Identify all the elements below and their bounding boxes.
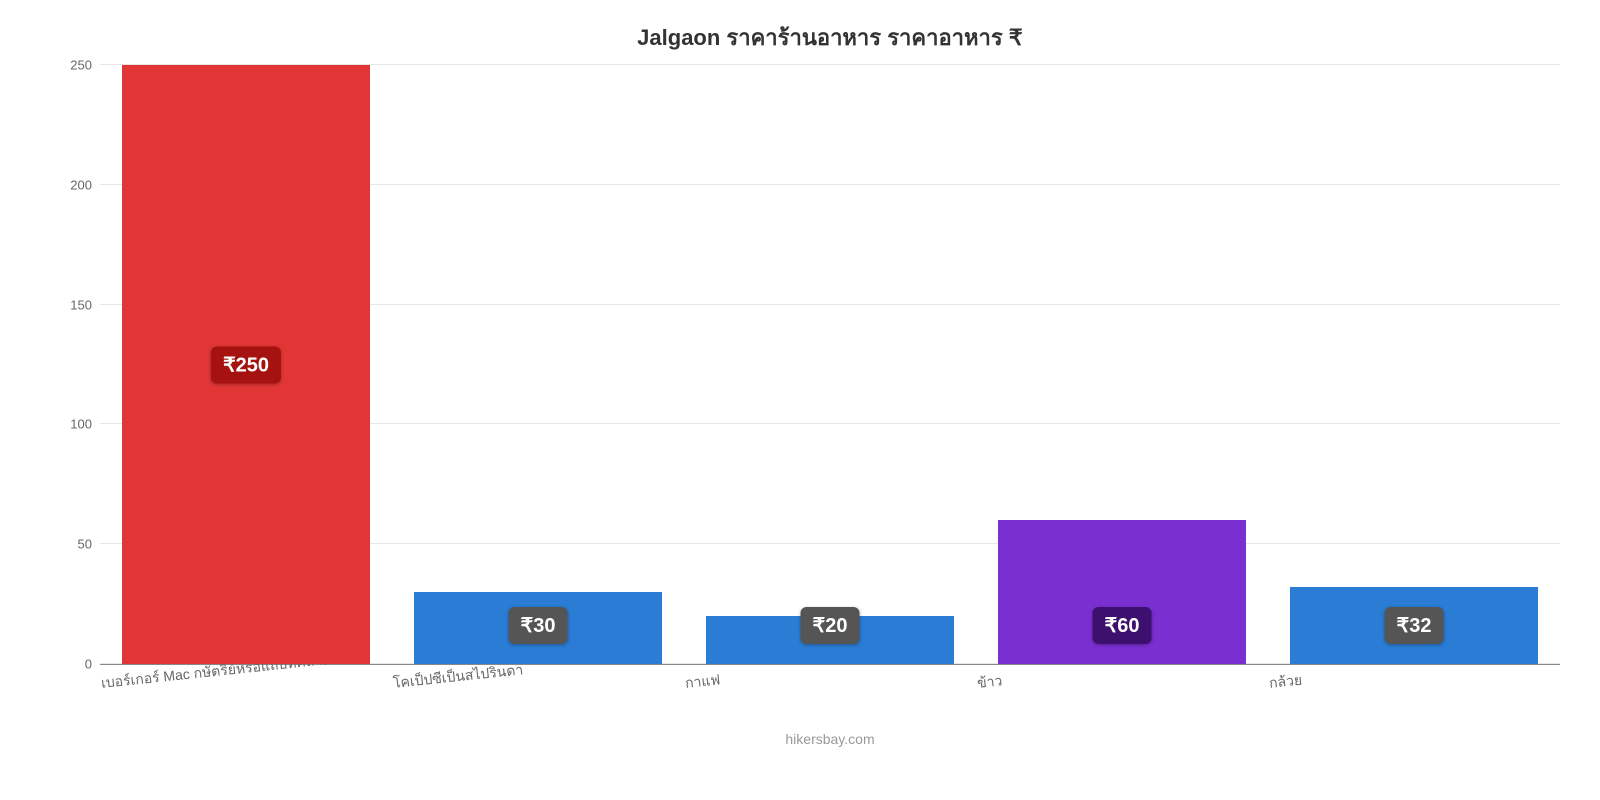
bar-slot: ₹60 [976, 65, 1268, 664]
chart-title: Jalgaon ราคาร้านอาหาร ราคาอาหาร ₹ [100, 20, 1560, 55]
bar-slot: ₹250 [100, 65, 392, 664]
bar-slot: ₹32 [1268, 65, 1560, 664]
bar-value-label: ₹20 [801, 607, 860, 644]
bars-row: ₹250 ₹30 ₹20 ₹60 ₹32 [100, 65, 1560, 664]
ytick-label: 50 [78, 537, 100, 552]
ytick-label: 0 [85, 657, 100, 672]
ytick-label: 250 [70, 58, 100, 73]
xtick-slot: โคเป็ปซีเป็นสไปรินดา [392, 671, 684, 711]
ytick-label: 150 [70, 297, 100, 312]
chart-container: Jalgaon ราคาร้านอาหาร ราคาอาหาร ₹ ₹250 ₹3… [0, 0, 1600, 800]
bar: ₹60 [998, 520, 1246, 664]
xtick-slot: กล้วย [1268, 671, 1560, 711]
bar: ₹250 [122, 65, 370, 664]
ytick-label: 200 [70, 177, 100, 192]
bar-value-label: ₹250 [211, 346, 281, 383]
attribution: hikersbay.com [100, 731, 1560, 747]
bar: ₹20 [706, 616, 954, 664]
bar-slot: ₹20 [684, 65, 976, 664]
bar: ₹30 [414, 592, 662, 664]
xtick-label: กาแฟ [684, 669, 721, 695]
xtick-slot: ข้าว [976, 671, 1268, 711]
bar: ₹32 [1290, 587, 1538, 664]
bar-value-label: ₹32 [1385, 607, 1444, 644]
bar-slot: ₹30 [392, 65, 684, 664]
xtick-slot: เบอร์เกอร์ Mac กษัตริย์หรือแถบที่คล้ายกั… [100, 671, 392, 711]
bar-value-label: ₹60 [1093, 607, 1152, 644]
x-axis: เบอร์เกอร์ Mac กษัตริย์หรือแถบที่คล้ายกั… [100, 671, 1560, 711]
xtick-label: ข้าว [976, 670, 1003, 695]
ytick-label: 100 [70, 417, 100, 432]
bar-value-label: ₹30 [509, 607, 568, 644]
xtick-slot: กาแฟ [684, 671, 976, 711]
xtick-label: กล้วย [1268, 670, 1303, 695]
plot-area: ₹250₹30₹20₹60₹32 050100150200250 [100, 65, 1560, 665]
